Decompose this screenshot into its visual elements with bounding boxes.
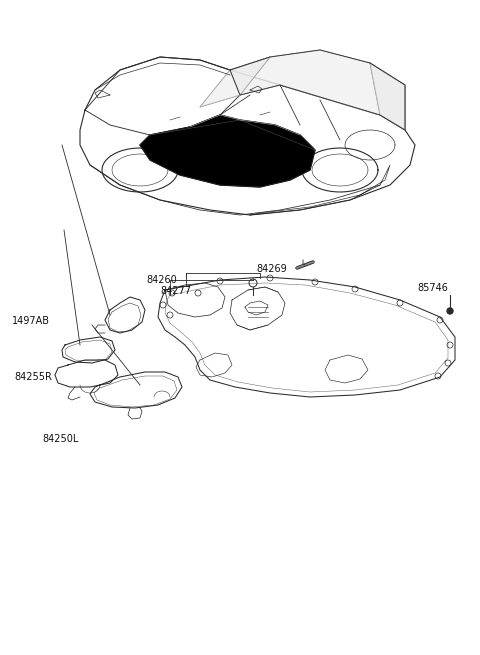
Circle shape — [447, 308, 453, 314]
Text: 84277: 84277 — [161, 286, 192, 297]
Polygon shape — [200, 57, 270, 107]
Polygon shape — [230, 50, 405, 130]
Polygon shape — [370, 63, 405, 130]
Text: 84250L: 84250L — [42, 434, 79, 444]
Text: 84260: 84260 — [146, 274, 177, 285]
Text: 84255R: 84255R — [14, 371, 52, 382]
Polygon shape — [140, 115, 315, 187]
Text: 84269: 84269 — [257, 263, 288, 274]
Text: 85746: 85746 — [418, 283, 448, 293]
Text: 1497AB: 1497AB — [12, 316, 50, 326]
